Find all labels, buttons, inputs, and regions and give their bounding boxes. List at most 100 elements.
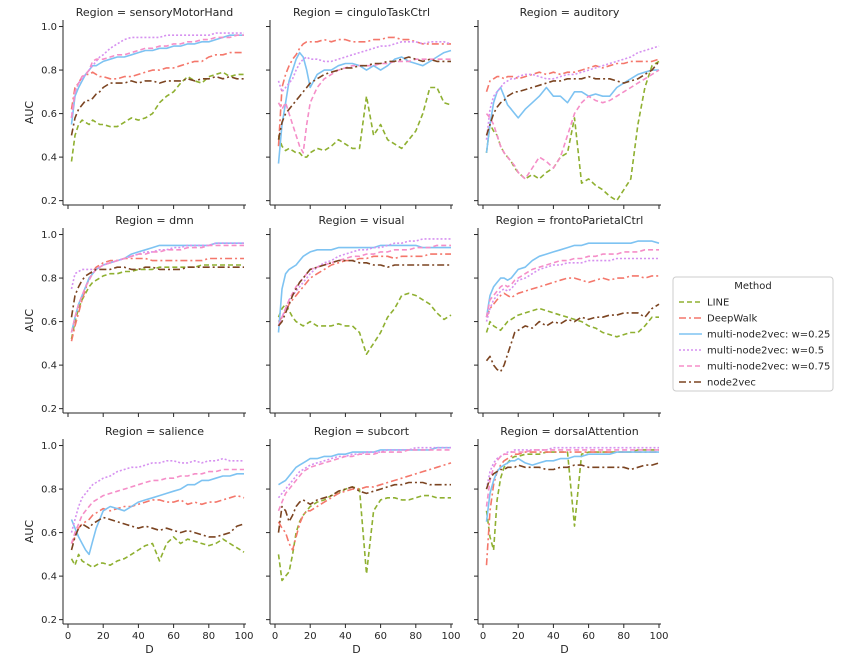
x-tick-label: 100 (441, 631, 460, 642)
x-tick-label: 0 (480, 631, 486, 642)
x-tick-label: 80 (409, 631, 422, 642)
series-line-multi-node2vec-w-0-75 (70, 468, 244, 544)
series-line-multi-node2vec-w-0-75 (70, 34, 244, 119)
x-tick-label: 80 (202, 631, 215, 642)
panel-title: Region = salience (105, 425, 204, 438)
series-line-multi-node2vec-w-0-25 (485, 451, 659, 522)
series-line-node2vec (485, 60, 660, 136)
x-tick-label: 60 (167, 631, 180, 642)
series-line-deepwalk (70, 494, 245, 544)
x-tick-label: 20 (304, 631, 317, 642)
series-line-line (485, 449, 659, 551)
x-tick-label: 100 (649, 631, 668, 642)
series-line-node2vec (277, 259, 451, 327)
series-line-multi-node2vec-w-0-25 (278, 446, 451, 486)
panel-title: Region = sensoryMotorHand (76, 6, 234, 19)
series-line-node2vec (277, 56, 451, 140)
panel-frontoParietalCtrl: Region = frontoParietalCtrl (474, 214, 661, 417)
x-tick-label: 40 (132, 631, 145, 642)
x-tick-label: 100 (234, 631, 253, 642)
series-line-line (277, 292, 452, 356)
series-line-multi-node2vec-w-0-75 (485, 249, 659, 318)
y-tick-label: 1.0 (41, 230, 57, 241)
series-line-multi-node2vec-w-0-25 (70, 472, 244, 556)
series-line-deepwalk (277, 462, 452, 551)
y-tick-label: 1.0 (41, 22, 57, 33)
series-line-multi-node2vec-w-0-25 (277, 244, 451, 333)
y-tick-label: 0.4 (41, 361, 57, 372)
y-tick-label: 0.6 (41, 109, 57, 120)
panel-title: Region = dorsalAttention (500, 425, 638, 438)
series-line-node2vec (277, 481, 451, 533)
series-line-node2vec (485, 462, 660, 490)
series-line-multi-node2vec-w-0-5 (277, 446, 451, 499)
series-line-multi-node2vec-w-0-25 (70, 34, 244, 125)
series-line-multi-node2vec-w-0-25 (485, 69, 659, 153)
series-line-node2vec (70, 266, 244, 318)
panel-visual: Region = visual (266, 214, 453, 417)
x-tick-label: 0 (65, 631, 71, 642)
panel-cinguloTaskCtrl: Region = cinguloTaskCtrl (266, 6, 453, 209)
panel-title: Region = cinguloTaskCtrl (293, 6, 430, 19)
legend-label: DeepWalk (707, 314, 758, 325)
y-tick-label: 0.4 (41, 153, 57, 164)
series-line-node2vec (485, 303, 660, 373)
series-line-multi-node2vec-w-0-25 (70, 242, 244, 333)
series-line-node2vec (70, 75, 244, 136)
y-tick-label: 0.2 (41, 196, 57, 207)
panel-subcort: Region = subcort 0 20 40 60 80 100 D (266, 425, 461, 656)
legend-label: multi-node2vec: w=0.75 (707, 362, 830, 373)
panel-sensoryMotorHand: Region = sensoryMotorHand 0.2 0.4 0.6 0.8 1.0… (23, 6, 246, 209)
panel-dmn: Region = dmn 0.2 0.4 0.6 0.8 1.0 AUC (23, 214, 246, 417)
series-line-line (277, 86, 452, 158)
series-line-deepwalk (277, 253, 451, 323)
panel-title: Region = auditory (520, 6, 620, 19)
y-axis-label: AUC (23, 309, 36, 333)
x-axis-label: D (352, 643, 360, 656)
series-line-multi-node2vec-w-0-5 (277, 40, 452, 93)
series-line-multi-node2vec-w-0-25 (277, 49, 452, 164)
y-tick-label: 0.6 (41, 528, 57, 539)
y-axis-label: AUC (23, 520, 36, 544)
y-tick-label: 0.2 (41, 404, 57, 415)
series-line-deepwalk (70, 51, 244, 110)
y-tick-label: 0.4 (41, 572, 57, 583)
series-line-line (485, 60, 660, 202)
series-line-line (485, 307, 659, 338)
y-tick-label: 0.8 (41, 485, 57, 496)
x-tick-label: 60 (582, 631, 595, 642)
series-line-deepwalk (485, 58, 660, 93)
y-tick-label: 0.8 (41, 66, 57, 77)
x-axis-label: D (560, 643, 568, 656)
series-line-multi-node2vec-w-0-5 (70, 457, 244, 533)
series-line-multi-node2vec-w-0-75 (485, 69, 660, 180)
panel-title: Region = subcort (314, 425, 410, 438)
series-line-multi-node2vec-w-0-75 (277, 244, 451, 327)
y-axis-label: AUC (23, 101, 36, 125)
legend-label: LINE (707, 298, 729, 309)
x-tick-label: 20 (97, 631, 110, 642)
legend-label: multi-node2vec: w=0.5 (707, 346, 824, 357)
series-line-deepwalk (70, 257, 244, 342)
series-line-multi-node2vec-w-0-5 (70, 32, 244, 119)
legend-label: node2vec (707, 378, 756, 389)
series-line-node2vec (70, 516, 245, 551)
legend: Method LINE DeepWalk multi-node2vec: w=0.25… (672, 276, 834, 392)
series-line-multi-node2vec-w-0-5 (277, 238, 451, 327)
x-tick-label: 80 (617, 631, 630, 642)
panel-auditory: Region = auditory (474, 6, 661, 209)
series-line-multi-node2vec-w-0-5 (485, 45, 660, 140)
y-tick-label: 0.8 (41, 274, 57, 285)
panel-title: Region = dmn (115, 214, 194, 227)
y-tick-label: 0.6 (41, 317, 57, 328)
series-line-multi-node2vec-w-0-75 (277, 449, 451, 512)
x-tick-label: 60 (374, 631, 387, 642)
series-line-line (70, 536, 245, 569)
series-line-multi-node2vec-w-0-75 (70, 244, 244, 333)
panel-title: Region = visual (319, 214, 405, 227)
panel-dorsalAttention: Region = dorsalAttention 0 20 40 60 80 100 D (474, 425, 669, 656)
panel-title: Region = frontoParietalCtrl (496, 214, 644, 227)
x-tick-label: 20 (512, 631, 525, 642)
x-tick-label: 0 (272, 631, 278, 642)
